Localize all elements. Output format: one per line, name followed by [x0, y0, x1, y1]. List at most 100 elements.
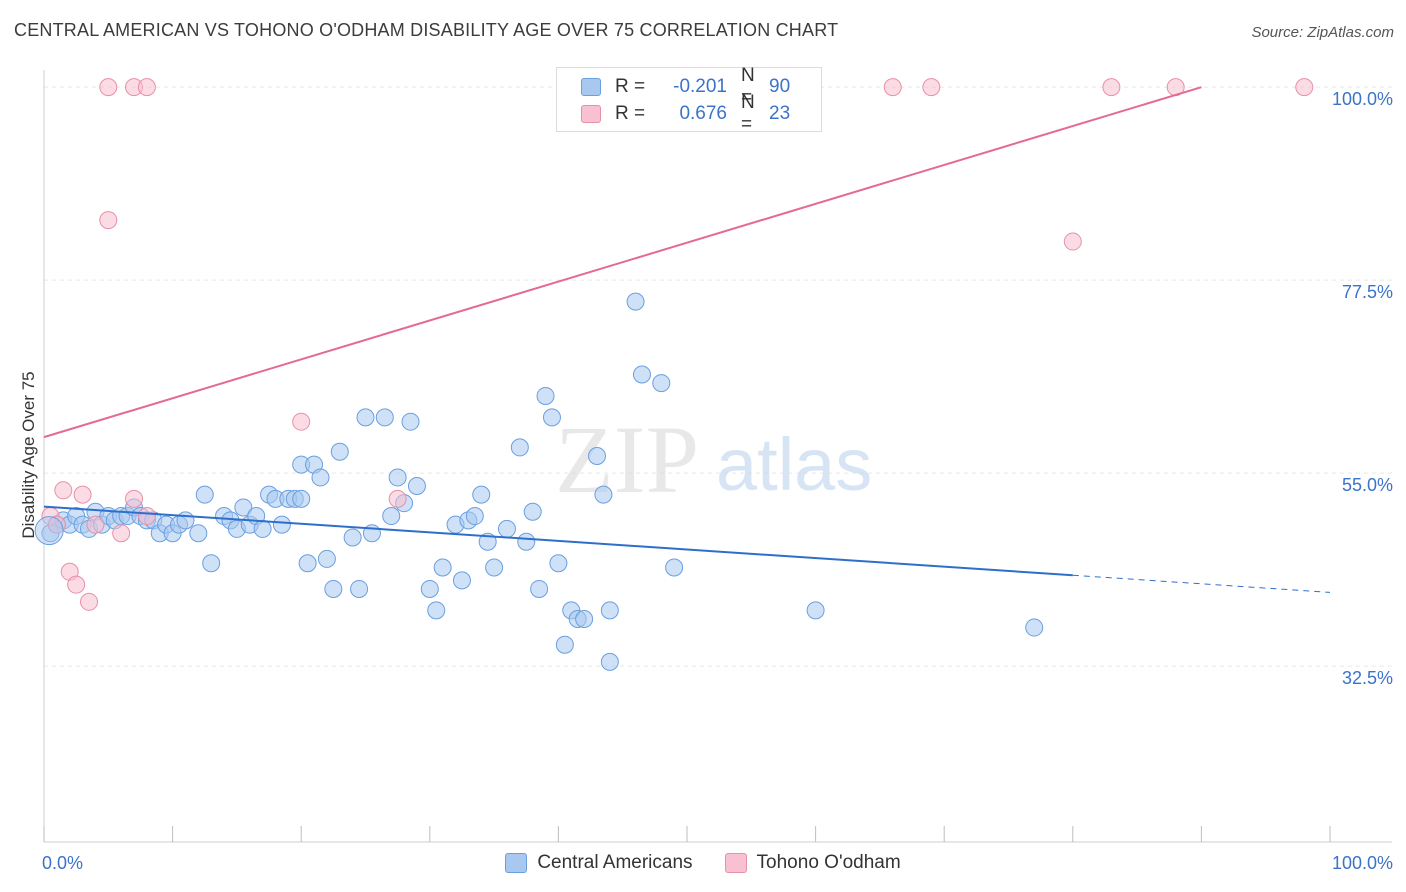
- point-central-americans: [343, 528, 362, 547]
- point-tohono-oodham: [1063, 232, 1082, 251]
- point-central-americans: [401, 412, 420, 431]
- y-tick-label: 100.0%: [1332, 89, 1393, 109]
- legend-n-value: 23: [769, 103, 791, 124]
- point-tohono-oodham: [99, 211, 118, 230]
- point-central-americans: [665, 558, 684, 577]
- point-central-americans: [626, 292, 645, 311]
- point-central-americans: [472, 485, 491, 504]
- legend-r-label: R =: [615, 76, 646, 97]
- point-tohono-oodham: [1295, 78, 1314, 97]
- trend-line-central-americans-extension: [1072, 574, 1331, 593]
- legend-n-value: 90: [769, 76, 791, 97]
- legend-r-label: R =: [615, 103, 646, 124]
- point-central-americans: [806, 601, 825, 620]
- trend-lines: [43, 86, 1331, 593]
- point-tohono-oodham: [922, 78, 941, 97]
- x-tick-labels: 0.0% 100.0%: [42, 853, 1393, 873]
- y-tick-label: 32.5%: [1342, 668, 1393, 688]
- point-tohono-oodham: [1102, 78, 1121, 97]
- point-central-americans: [517, 532, 536, 551]
- point-central-americans: [497, 519, 516, 538]
- point-tohono-oodham: [99, 78, 118, 97]
- point-central-americans: [523, 502, 542, 521]
- legend-r-value: -0.201: [673, 76, 727, 97]
- point-tohono-oodham: [86, 515, 105, 534]
- point-central-americans: [298, 554, 317, 573]
- axes: [43, 70, 1392, 843]
- legend-r-value: 0.676: [679, 103, 727, 124]
- point-central-americans: [292, 489, 311, 508]
- point-central-americans: [324, 579, 343, 598]
- point-central-americans: [311, 468, 330, 487]
- point-tohono-oodham: [80, 592, 99, 611]
- point-central-americans: [330, 442, 349, 461]
- point-central-americans: [234, 498, 253, 517]
- point-central-americans: [652, 374, 671, 393]
- point-tohono-oodham: [883, 78, 902, 97]
- legend-swatch-tohono-oodham: [724, 853, 747, 873]
- point-central-americans: [542, 408, 561, 427]
- point-central-americans: [388, 468, 407, 487]
- point-central-americans: [594, 485, 613, 504]
- point-central-americans: [555, 635, 574, 654]
- point-central-americans: [350, 579, 369, 598]
- point-central-americans: [485, 558, 504, 577]
- trend-line-tohono-oodham: [43, 86, 1202, 439]
- watermark: ZIP atlas: [555, 406, 872, 513]
- point-central-americans: [600, 652, 619, 671]
- legend-label-tohono-oodham: Tohono O'odham: [756, 852, 901, 873]
- chart-title: CENTRAL AMERICAN VS TOHONO O'ODHAM DISAB…: [14, 20, 839, 40]
- data-points: [34, 78, 1314, 671]
- point-central-americans: [632, 365, 651, 384]
- trend-line-central-americans: [43, 505, 1073, 577]
- point-central-americans: [34, 516, 64, 546]
- legend-swatch-central-americans: [505, 853, 528, 873]
- point-tohono-oodham: [137, 78, 156, 97]
- watermark-atlas: atlas: [716, 423, 872, 506]
- legend-item-central-americans[interactable]: Central Americans: [505, 852, 693, 874]
- point-central-americans: [202, 554, 221, 573]
- point-central-americans: [195, 485, 214, 504]
- point-central-americans: [549, 554, 568, 573]
- point-central-americans: [382, 507, 401, 526]
- legend-swatch-pink: [581, 105, 601, 123]
- legend-n-label: N =: [741, 92, 755, 135]
- point-central-americans: [176, 511, 195, 530]
- point-central-americans: [530, 579, 549, 598]
- gridlines: [44, 86, 1392, 667]
- y-axis-label: Disability Age Over 75: [19, 371, 38, 538]
- legend-item-tohono-oodham[interactable]: Tohono O'odham: [724, 852, 901, 874]
- point-tohono-oodham: [67, 575, 86, 594]
- legend-row-central-americans: R = -0.201 N = 90: [581, 65, 791, 108]
- point-central-americans: [317, 549, 336, 568]
- point-tohono-oodham: [292, 412, 311, 431]
- point-central-americans: [189, 524, 208, 543]
- legend-label-central-americans: Central Americans: [537, 852, 693, 873]
- point-tohono-oodham: [125, 489, 144, 508]
- point-tohono-oodham: [54, 481, 73, 500]
- point-central-americans: [1025, 618, 1044, 637]
- point-central-americans: [452, 571, 471, 590]
- y-tick-label: 77.5%: [1342, 282, 1393, 302]
- x-tick-label: 0.0%: [42, 853, 83, 873]
- legend-n-label: N =: [741, 65, 755, 108]
- point-tohono-oodham: [73, 485, 92, 504]
- point-central-americans: [478, 532, 497, 551]
- stats-legend: R = -0.201 N = 90 R = 0.676 N = 23: [556, 65, 822, 135]
- legend-swatch-blue: [581, 78, 601, 96]
- point-central-americans: [600, 601, 619, 620]
- point-tohono-oodham: [137, 507, 156, 526]
- point-central-americans: [356, 408, 375, 427]
- point-central-americans: [510, 438, 529, 457]
- point-central-americans: [536, 386, 555, 405]
- x-tick-label: 100.0%: [1332, 853, 1393, 873]
- point-central-americans: [253, 519, 272, 538]
- point-central-americans: [427, 601, 446, 620]
- point-central-americans: [375, 408, 394, 427]
- legend-row-tohono-oodham: R = 0.676 N = 23: [581, 92, 791, 135]
- point-central-americans: [272, 515, 291, 534]
- point-central-americans: [587, 447, 606, 465]
- point-central-americans: [465, 507, 484, 526]
- chart-source: Source: ZipAtlas.com: [1251, 24, 1394, 41]
